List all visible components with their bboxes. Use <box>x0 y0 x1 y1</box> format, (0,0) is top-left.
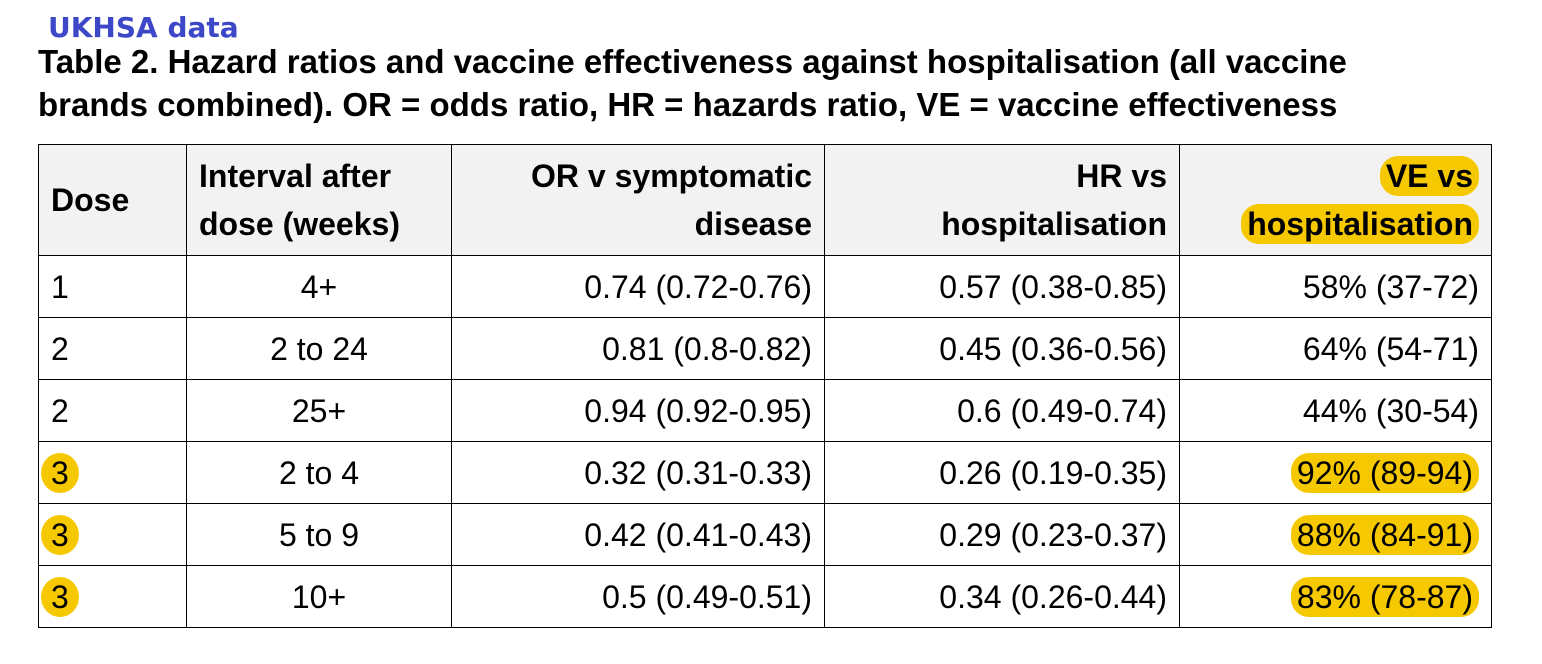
dose-value-highlighted: 3 <box>41 514 79 555</box>
ve-value-highlighted: 92% (89-94) <box>1290 452 1479 493</box>
cell-dose: 1 <box>38 255 187 318</box>
cell-interval: 10+ <box>186 565 452 628</box>
dose-value: 2 <box>51 392 69 429</box>
cell-hr: 0.6 (0.49-0.74) <box>824 379 1180 442</box>
cell-ve: 88% (84-91) <box>1179 503 1492 566</box>
caption-line-1: Table 2. Hazard ratios and vaccine effec… <box>38 43 1347 80</box>
cell-or: 0.42 (0.41-0.43) <box>451 503 825 566</box>
dose-value-highlighted: 3 <box>41 576 79 617</box>
header-or: OR v symptomatic disease <box>451 144 825 256</box>
cell-ve: 64% (54-71) <box>1179 317 1492 380</box>
header-ve-line-1: VE vs <box>1379 156 1479 196</box>
table-row: 3 2 to 4 0.32 (0.31-0.33) 0.26 (0.19-0.3… <box>38 441 1492 504</box>
ve-value-highlighted: 83% (78-87) <box>1290 576 1479 617</box>
header-hr: HR vs hospitalisation <box>824 144 1180 256</box>
table-row: 2 25+ 0.94 (0.92-0.95) 0.6 (0.49-0.74) 4… <box>38 379 1492 442</box>
cell-interval: 5 to 9 <box>186 503 452 566</box>
cell-interval: 25+ <box>186 379 452 442</box>
cell-ve: 92% (89-94) <box>1179 441 1492 504</box>
ve-value: 44% (30-54) <box>1302 392 1479 429</box>
cell-dose: 3 <box>38 565 187 628</box>
cell-or: 0.81 (0.8-0.82) <box>451 317 825 380</box>
table-caption: Table 2. Hazard ratios and vaccine effec… <box>38 40 1518 126</box>
dose-value: 1 <box>51 268 69 305</box>
dose-value-highlighted: 3 <box>41 452 79 493</box>
cell-or: 0.94 (0.92-0.95) <box>451 379 825 442</box>
header-interval-line-1: Interval after <box>199 158 392 194</box>
cell-hr: 0.45 (0.36-0.56) <box>824 317 1180 380</box>
caption-line-2: brands combined). OR = odds ratio, HR = … <box>38 86 1338 123</box>
header-or-line-2: disease <box>694 206 812 242</box>
cell-or: 0.32 (0.31-0.33) <box>451 441 825 504</box>
cell-hr: 0.34 (0.26-0.44) <box>824 565 1180 628</box>
cell-dose: 2 <box>38 379 187 442</box>
cell-interval: 2 to 4 <box>186 441 452 504</box>
ve-value: 64% (54-71) <box>1302 330 1479 367</box>
table-row: 3 10+ 0.5 (0.49-0.51) 0.34 (0.26-0.44) 8… <box>38 565 1492 628</box>
header-ve: VE vs hospitalisation <box>1179 144 1492 256</box>
header-interval-line-2: dose (weeks) <box>199 206 400 242</box>
table-row: 2 2 to 24 0.81 (0.8-0.82) 0.45 (0.36-0.5… <box>38 317 1492 380</box>
header-interval: Interval after dose (weeks) <box>186 144 452 256</box>
ve-value: 58% (37-72) <box>1302 268 1479 305</box>
header-or-line-1: OR v symptomatic <box>531 158 812 194</box>
cell-hr: 0.29 (0.23-0.37) <box>824 503 1180 566</box>
cell-ve: 58% (37-72) <box>1179 255 1492 318</box>
header-hr-line-1: HR vs <box>1076 158 1167 194</box>
cell-ve: 83% (78-87) <box>1179 565 1492 628</box>
cell-or: 0.74 (0.72-0.76) <box>451 255 825 318</box>
cell-or: 0.5 (0.49-0.51) <box>451 565 825 628</box>
hazard-ratio-table: Dose Interval after dose (weeks) OR v sy… <box>38 144 1492 628</box>
cell-dose: 3 <box>38 441 187 504</box>
header-hr-line-2: hospitalisation <box>941 206 1167 242</box>
cell-ve: 44% (30-54) <box>1179 379 1492 442</box>
header-dose-label: Dose <box>51 182 130 218</box>
header-row: Dose Interval after dose (weeks) OR v sy… <box>38 144 1492 256</box>
cell-dose: 3 <box>38 503 187 566</box>
ve-value-highlighted: 88% (84-91) <box>1290 514 1479 555</box>
table-row: 3 5 to 9 0.42 (0.41-0.43) 0.29 (0.23-0.3… <box>38 503 1492 566</box>
cell-interval: 4+ <box>186 255 452 318</box>
dose-value: 2 <box>51 330 69 367</box>
header-dose: Dose <box>38 144 187 256</box>
cell-dose: 2 <box>38 317 187 380</box>
cell-hr: 0.57 (0.38-0.85) <box>824 255 1180 318</box>
cell-interval: 2 to 24 <box>186 317 452 380</box>
header-ve-line-2: hospitalisation <box>1241 204 1479 244</box>
source-label: UKHSA data <box>48 11 239 44</box>
table-row: 1 4+ 0.74 (0.72-0.76) 0.57 (0.38-0.85) 5… <box>38 255 1492 318</box>
cell-hr: 0.26 (0.19-0.35) <box>824 441 1180 504</box>
